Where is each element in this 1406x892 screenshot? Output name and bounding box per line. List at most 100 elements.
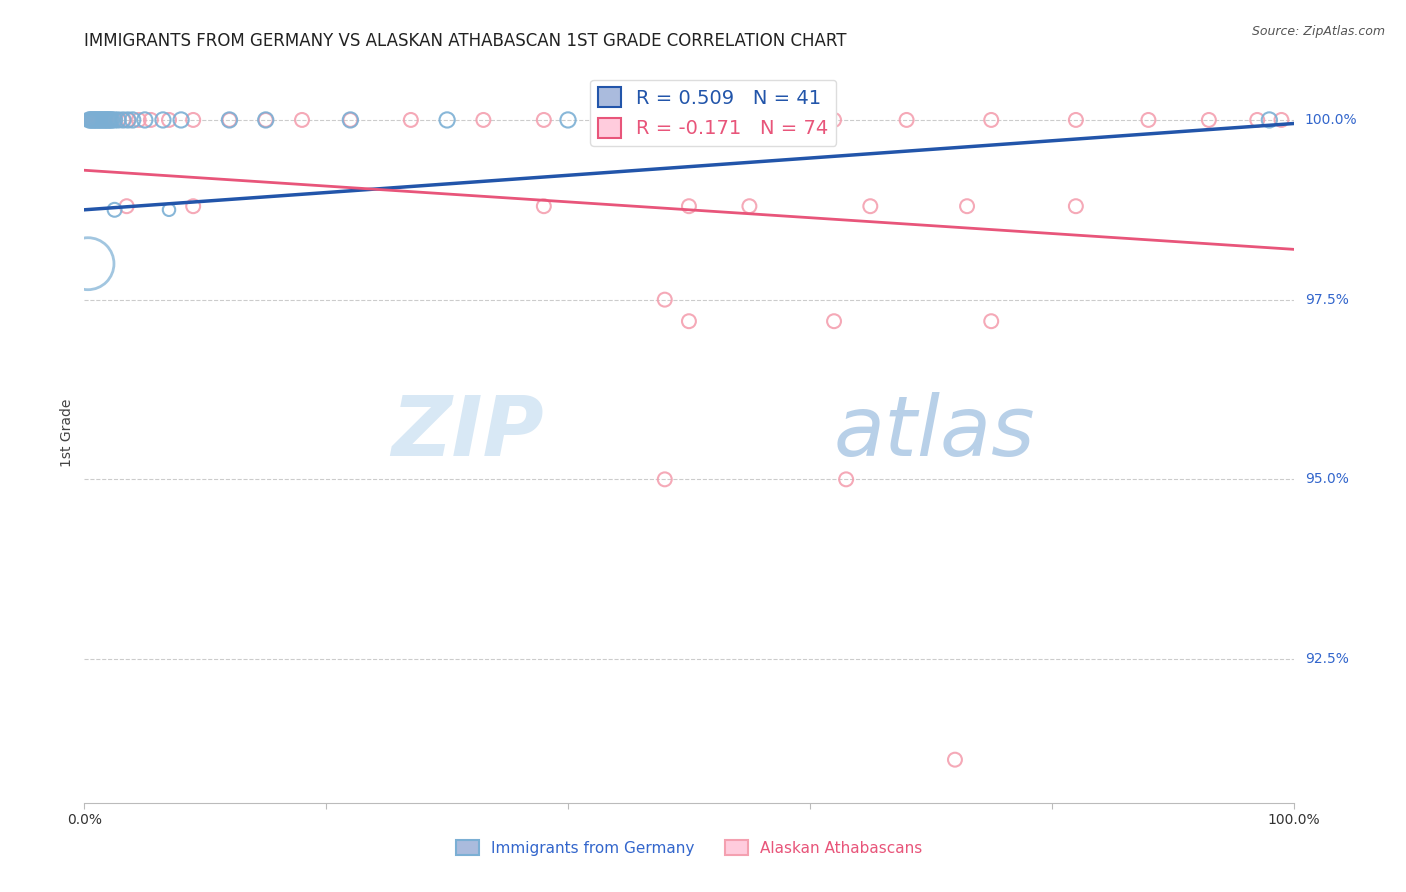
Text: atlas: atlas [834,392,1036,473]
Point [98,112,121,127]
Point [399,112,422,127]
Point [83,112,105,127]
Point [79,112,101,127]
Point [533,112,555,127]
Point [254,112,277,127]
Point [823,314,845,328]
Point [104,202,127,217]
Point [91,112,114,127]
Point [654,472,676,486]
Point [121,112,143,127]
Point [738,112,761,127]
Point [107,112,129,127]
Point [104,112,127,127]
Point [93,112,115,127]
Point [654,293,676,307]
Point [90,112,112,127]
Text: 100.0%: 100.0% [1305,113,1357,127]
Point [115,199,138,213]
Point [107,112,129,127]
Point [533,199,555,213]
Point [157,202,180,217]
Point [678,314,700,328]
Point [94,112,117,127]
Point [943,753,966,767]
Point [87,112,110,127]
Point [94,112,117,127]
Point [980,314,1002,328]
Point [117,112,139,127]
Point [557,112,579,127]
Point [100,112,122,127]
Point [97,112,120,127]
Point [751,112,773,127]
Point [100,112,122,127]
Point [218,112,240,127]
Point [117,112,139,127]
Point [1258,112,1281,127]
Point [291,112,314,127]
Point [86,112,108,127]
Point [86,112,108,127]
Text: IMMIGRANTS FROM GERMANY VS ALASKAN ATHABASCAN 1ST GRADE CORRELATION CHART: IMMIGRANTS FROM GERMANY VS ALASKAN ATHAB… [84,32,846,50]
Point [157,112,180,127]
Point [101,112,124,127]
Point [94,112,117,127]
Point [605,112,627,127]
Point [1270,112,1292,127]
Point [835,472,858,486]
Point [77,257,100,271]
Point [112,112,135,127]
Point [91,112,114,127]
Point [896,112,918,127]
Point [678,112,700,127]
Point [94,112,117,127]
Point [128,112,150,127]
Point [339,112,361,127]
Point [97,112,120,127]
Point [104,112,127,127]
Point [436,112,458,127]
Point [980,112,1002,127]
Text: 95.0%: 95.0% [1305,473,1348,486]
Point [254,112,277,127]
Point [89,112,111,127]
Point [93,112,115,127]
Text: Source: ZipAtlas.com: Source: ZipAtlas.com [1251,25,1385,38]
Text: 92.5%: 92.5% [1305,652,1348,666]
Y-axis label: 1st Grade: 1st Grade [60,399,75,467]
Point [77,112,100,127]
Point [84,112,107,127]
Point [181,112,204,127]
Point [738,199,761,213]
Point [1064,112,1087,127]
Point [339,112,361,127]
Point [89,112,111,127]
Point [79,112,101,127]
Point [87,112,110,127]
Point [80,112,103,127]
Point [82,112,104,127]
Point [1137,112,1160,127]
Text: ZIP: ZIP [391,392,544,473]
Point [1064,199,1087,213]
Point [1246,112,1268,127]
Point [134,112,156,127]
Point [96,112,118,127]
Point [83,112,105,127]
Point [90,112,112,127]
Point [139,112,162,127]
Point [823,112,845,127]
Point [84,112,107,127]
Point [859,199,882,213]
Point [86,112,108,127]
Point [82,112,104,127]
Point [86,112,108,127]
Point [472,112,495,127]
Point [152,112,174,127]
Point [181,199,204,213]
Point [77,112,100,127]
Text: 97.5%: 97.5% [1305,293,1348,307]
Point [956,199,979,213]
Point [80,112,103,127]
